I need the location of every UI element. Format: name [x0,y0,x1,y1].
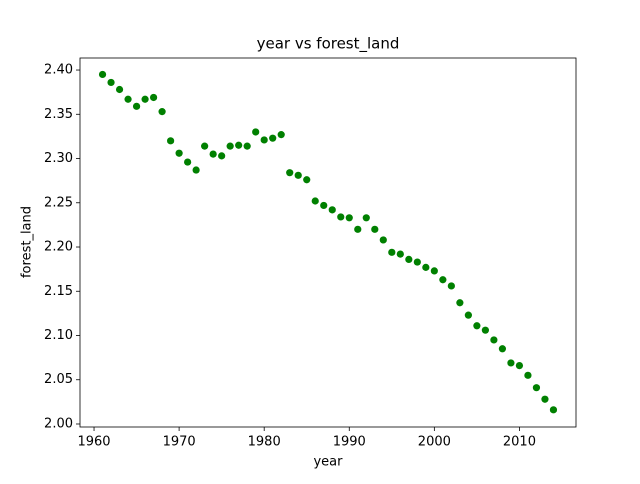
y-tick-label: 2.15 [44,284,73,299]
scatter-point [184,158,192,166]
scatter-point [124,95,132,103]
x-tick-label: 1960 [77,435,110,450]
scatter-point [167,137,175,145]
scatter-point [473,322,481,330]
scatter-point [175,149,183,157]
y-tick-label: 2.05 [44,372,73,387]
scatter-point [379,236,387,244]
scatter-point [141,95,149,103]
scatter-point [549,406,558,414]
x-tick-label: 2000 [418,435,451,450]
y-tick-label: 2.20 [44,240,73,255]
y-axis-label: forest_land [20,206,35,278]
scatter-point [235,141,243,149]
scatter-point [115,85,124,94]
scatter-point [311,197,319,205]
scatter-point [192,166,200,174]
y-tick-label: 2.00 [44,416,73,431]
scatter-point [260,136,268,144]
scatter-point [422,263,430,271]
scatter-point [218,152,226,160]
scatter-point [286,169,294,177]
y-tick-label: 2.10 [44,328,73,343]
scatter-point [541,395,549,403]
scatter-point [345,214,353,222]
scatter-point [481,326,489,334]
scatter-point [388,248,396,256]
scatter-point [456,299,464,307]
scatter-point [396,250,404,258]
y-tick-label: 2.40 [44,63,73,78]
scatter-point [149,93,158,102]
scatter-point [201,142,209,150]
x-axis-label: year [313,455,343,470]
plot-frame [79,57,577,428]
x-tick-label: 2010 [503,435,536,450]
scatter-point [371,225,379,233]
scatter-point [498,345,507,353]
scatter-point [328,206,336,214]
scatter-point [507,359,515,367]
scatter-point [515,361,524,370]
x-tick-label: 1970 [163,435,196,450]
x-tick-label: 1990 [333,435,366,450]
scatter-point [464,311,472,319]
y-tick-label: 2.30 [44,151,73,166]
scatter-point [430,267,438,275]
scatter-point [354,225,362,233]
scatter-point [226,142,234,150]
chart-title: year vs forest_land [257,35,400,54]
scatter-point [337,213,345,221]
scatter-point [362,214,370,222]
x-tick-label: 1980 [248,435,281,450]
scatter-point [132,102,141,110]
scatter-point [405,255,413,264]
scatter-point [490,336,498,344]
scatter-point [303,176,311,184]
scatter-point [209,150,217,158]
scatter-point [243,142,251,150]
scatter-point [277,131,285,139]
scatter-point [532,384,541,392]
scatter-point [294,171,302,179]
y-tick-label: 2.25 [44,195,73,210]
scatter-point [413,258,421,266]
scatter-point [320,201,328,210]
scatter-point [447,282,455,290]
scatter-point [107,78,115,87]
scatter-point [158,108,166,116]
scatter-point [439,276,447,284]
scatter-point [269,134,277,142]
scatter-point [524,371,532,379]
y-tick-label: 2.35 [44,107,73,122]
scatter-point [98,70,107,79]
scatter-point [252,128,260,136]
